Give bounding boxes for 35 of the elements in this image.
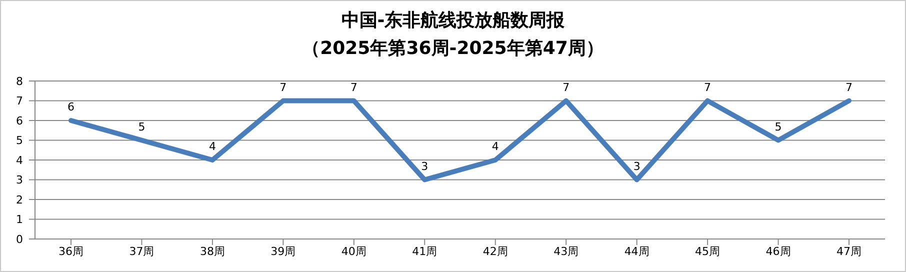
y-tick-label: 2 <box>16 193 23 206</box>
data-label: 4 <box>208 140 216 153</box>
y-tick-label: 0 <box>16 232 23 246</box>
x-tick-label: 36周 <box>58 244 84 258</box>
data-label: 7 <box>280 80 287 94</box>
x-tick-label: 43周 <box>554 244 579 258</box>
data-label: 3 <box>421 160 428 173</box>
data-label: 7 <box>704 80 712 94</box>
y-tick-label: 3 <box>16 174 23 187</box>
x-tick-label: 41周 <box>412 244 438 258</box>
chart-title: 中国-东非航线投放船数周报 <box>340 9 566 33</box>
chart-subtitle: （2025年第36周-2025年第47周） <box>301 37 605 61</box>
data-label: 5 <box>138 120 146 134</box>
y-tick-label: 4 <box>16 154 23 167</box>
x-tick-label: 39周 <box>270 244 296 258</box>
y-tick-label: 1 <box>16 213 23 226</box>
x-tick-label: 46周 <box>766 244 791 258</box>
x-tick-label: 44周 <box>624 244 650 258</box>
x-tick-label: 37周 <box>129 244 154 258</box>
data-label: 6 <box>68 100 74 114</box>
x-tick-label: 42周 <box>482 244 508 258</box>
data-label: 3 <box>633 160 640 173</box>
y-tick-label: 7 <box>16 94 23 108</box>
data-label: 4 <box>492 140 499 153</box>
x-tick-label: 47周 <box>836 244 862 258</box>
x-tick-label: 45周 <box>695 244 720 258</box>
data-label: 7 <box>350 80 358 94</box>
y-tick-label: 5 <box>16 134 23 148</box>
y-tick-label: 6 <box>16 114 23 128</box>
data-label: 5 <box>774 120 782 134</box>
data-label: 7 <box>562 80 570 94</box>
data-label: 7 <box>846 80 852 94</box>
x-tick-label: 40周 <box>341 244 366 258</box>
y-tick-label: 8 <box>16 74 23 88</box>
x-tick-label: 38周 <box>200 244 225 258</box>
